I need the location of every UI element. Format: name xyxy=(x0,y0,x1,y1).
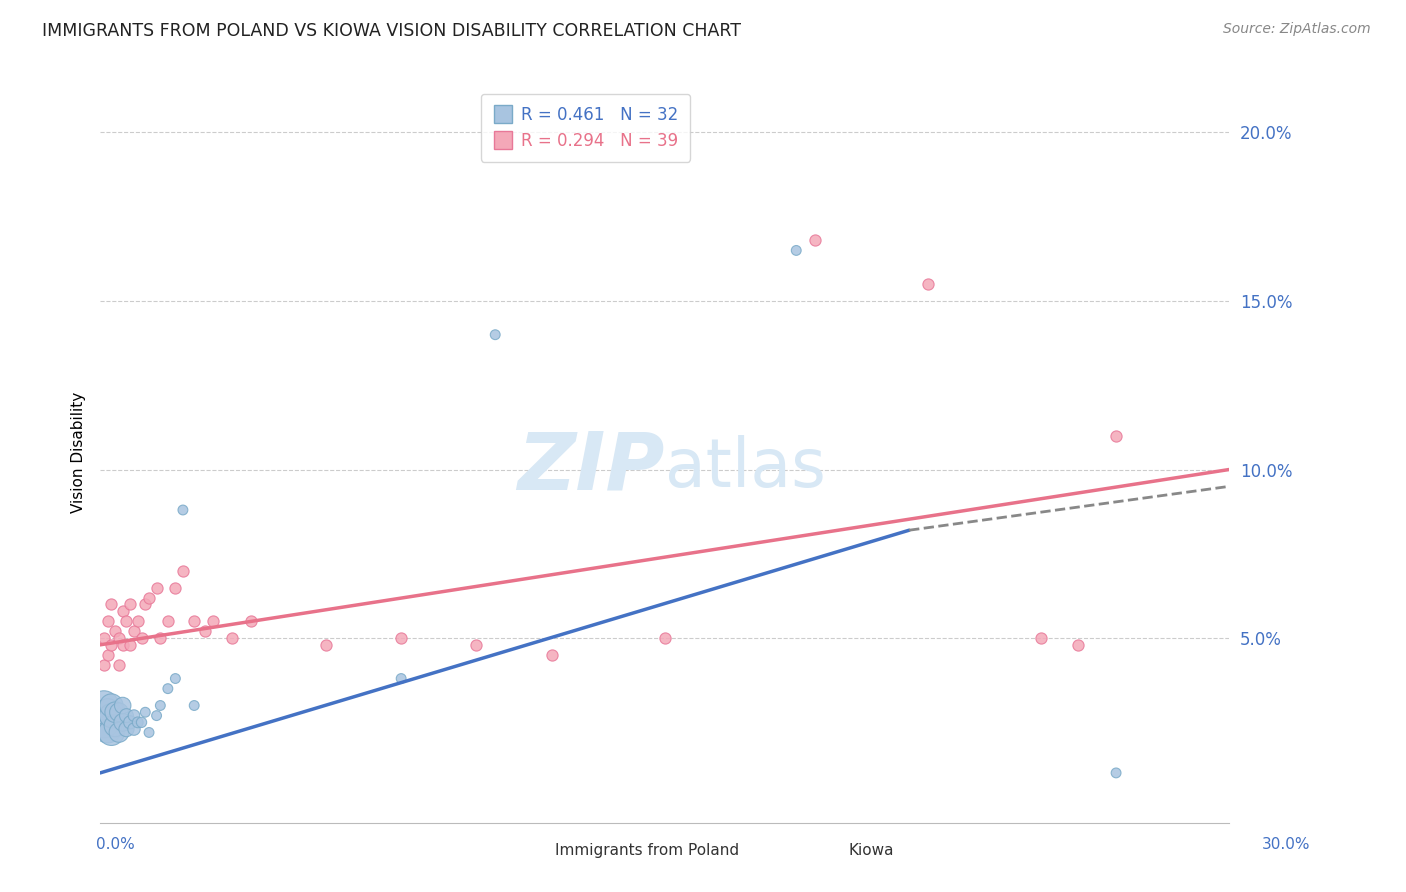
Point xyxy=(149,698,172,713)
Point xyxy=(149,631,172,645)
Point xyxy=(93,715,115,730)
Point xyxy=(131,631,153,645)
Point xyxy=(1029,631,1052,645)
Point xyxy=(120,715,142,730)
Point xyxy=(540,648,562,662)
Text: atlas: atlas xyxy=(665,434,825,500)
Point xyxy=(156,681,179,696)
Text: Immigrants from Poland: Immigrants from Poland xyxy=(555,843,738,858)
Point xyxy=(120,598,142,612)
Point xyxy=(785,244,807,258)
Point xyxy=(389,672,412,686)
Point xyxy=(134,705,156,719)
Point xyxy=(389,631,412,645)
Point xyxy=(111,638,134,652)
Point xyxy=(1105,765,1128,780)
Point xyxy=(134,598,156,612)
Point xyxy=(104,705,127,719)
Point xyxy=(97,648,120,662)
Point xyxy=(93,658,115,673)
Point xyxy=(172,564,194,578)
Point xyxy=(108,658,131,673)
Point xyxy=(138,591,160,605)
Point xyxy=(108,631,131,645)
Point xyxy=(172,503,194,517)
Text: 30.0%: 30.0% xyxy=(1263,837,1310,852)
Point xyxy=(131,715,153,730)
Point xyxy=(221,631,243,645)
Point xyxy=(97,614,120,628)
Text: Source: ZipAtlas.com: Source: ZipAtlas.com xyxy=(1223,22,1371,37)
Point xyxy=(1105,429,1128,443)
Point xyxy=(100,638,122,652)
Point xyxy=(122,708,145,723)
Point xyxy=(115,722,138,736)
Point xyxy=(127,614,149,628)
Point xyxy=(100,698,122,713)
Text: Kiowa: Kiowa xyxy=(849,843,894,858)
Point xyxy=(465,638,488,652)
Point xyxy=(120,638,142,652)
Point xyxy=(100,708,122,723)
Text: 0.0%: 0.0% xyxy=(96,837,135,852)
Point xyxy=(183,614,205,628)
Point xyxy=(97,722,120,736)
Point xyxy=(202,614,225,628)
Point xyxy=(115,614,138,628)
Point xyxy=(917,277,939,292)
Point xyxy=(804,233,827,247)
Point xyxy=(93,631,115,645)
Point xyxy=(93,698,115,713)
Point xyxy=(156,614,179,628)
Point xyxy=(315,638,337,652)
Point xyxy=(654,631,676,645)
Point xyxy=(100,725,122,739)
Point xyxy=(122,624,145,639)
Text: IMMIGRANTS FROM POLAND VS KIOWA VISION DISABILITY CORRELATION CHART: IMMIGRANTS FROM POLAND VS KIOWA VISION D… xyxy=(42,22,741,40)
Point xyxy=(165,581,187,595)
Point xyxy=(138,725,160,739)
Point xyxy=(165,672,187,686)
Point xyxy=(111,698,134,713)
Point xyxy=(194,624,217,639)
Point xyxy=(1067,638,1090,652)
Point xyxy=(122,722,145,736)
Point xyxy=(97,705,120,719)
Text: ZIP: ZIP xyxy=(517,428,665,507)
Point xyxy=(111,715,134,730)
Point xyxy=(111,604,134,618)
Point xyxy=(239,614,262,628)
Point xyxy=(127,715,149,730)
Point xyxy=(108,725,131,739)
Point xyxy=(108,705,131,719)
Point xyxy=(115,708,138,723)
Point xyxy=(183,698,205,713)
Point xyxy=(104,719,127,733)
Y-axis label: Vision Disability: Vision Disability xyxy=(72,392,86,513)
Point xyxy=(104,624,127,639)
Point xyxy=(145,581,167,595)
Legend: R = 0.461   N = 32, R = 0.294   N = 39: R = 0.461 N = 32, R = 0.294 N = 39 xyxy=(481,94,690,161)
Point xyxy=(145,708,167,723)
Point xyxy=(100,598,122,612)
Point xyxy=(484,327,506,342)
